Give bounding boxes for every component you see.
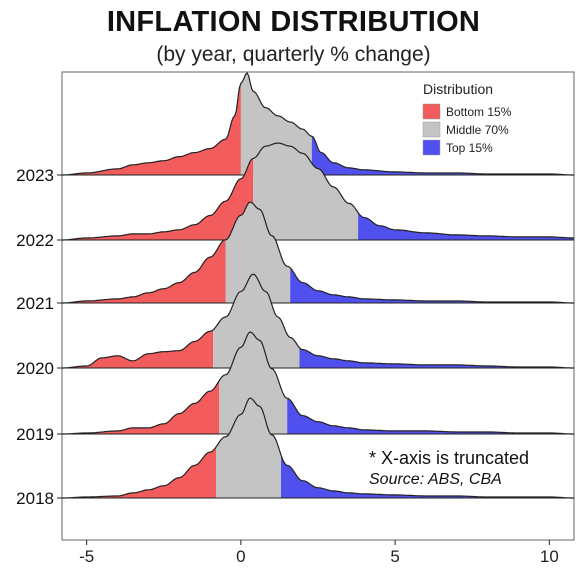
y-tick-label-2018: 2018 xyxy=(16,489,54,508)
ridge-2022-middle-70 xyxy=(253,143,359,240)
legend-label: Bottom 15% xyxy=(446,105,512,119)
ridge-2023-outline xyxy=(62,72,574,176)
legend-swatch xyxy=(422,121,441,138)
source-note: Source: ABS, CBA xyxy=(369,471,502,488)
ridge-2021 xyxy=(62,201,574,304)
ridge-2020-bottom-15 xyxy=(62,329,214,368)
ridge-2021-middle-70 xyxy=(225,202,291,303)
ridge-2022-outline xyxy=(62,142,574,241)
ridge-2018 xyxy=(62,397,574,499)
x-axis: -5 0 5 10 xyxy=(79,540,559,566)
truncation-note: * X-axis is truncated xyxy=(369,448,530,468)
legend-label: Middle 70% xyxy=(446,123,509,137)
ridge-2018-middle-70 xyxy=(216,398,281,498)
x-tick-label: 0 xyxy=(236,547,245,566)
ridge-2019-top-15 xyxy=(287,398,574,434)
ridge-2020-top-15 xyxy=(299,347,574,368)
plot-frame xyxy=(61,71,575,541)
ridge-2023-top-15 xyxy=(311,136,574,175)
y-tick-label-2023: 2023 xyxy=(16,166,54,185)
legend-label: Top 15% xyxy=(446,141,493,155)
ridge-2021-bottom-15 xyxy=(62,239,226,303)
chart-subtitle: (by year, quarterly % change) xyxy=(156,43,431,66)
ridge-2018-outline xyxy=(62,397,574,499)
legend-title: Distribution xyxy=(423,81,493,97)
ridge-2019-outline xyxy=(62,331,574,435)
ridge-2019-bottom-15 xyxy=(62,380,220,434)
ridge-2018-top-15 xyxy=(281,454,574,498)
chart-title: INFLATION DISTRIBUTION xyxy=(106,6,481,38)
y-axis: 2023 2022 2021 2020 2019 2018 xyxy=(16,166,62,508)
ridge-2021-outline xyxy=(62,201,574,304)
ridge-2021-top-15 xyxy=(290,267,574,303)
ridge-2020-middle-70 xyxy=(213,274,300,368)
y-tick-label-2022: 2022 xyxy=(16,231,54,250)
ridge-2019 xyxy=(62,331,574,435)
y-tick-label-2021: 2021 xyxy=(16,294,54,313)
ridges-layer xyxy=(62,72,574,499)
x-tick-label: -5 xyxy=(79,547,94,566)
ridge-2018-bottom-15 xyxy=(62,446,217,498)
ridge-2020-outline xyxy=(62,273,574,369)
ridge-2022-top-15 xyxy=(358,212,574,240)
y-tick-label-2020: 2020 xyxy=(16,359,54,378)
y-tick-label-2019: 2019 xyxy=(16,425,54,444)
x-tick-label: 10 xyxy=(540,547,559,566)
legend: Distribution Bottom 15% Middle 70% Top 15% xyxy=(422,81,512,156)
ridge-2020 xyxy=(62,273,574,369)
legend-swatch xyxy=(422,139,441,156)
ridge-2019-middle-70 xyxy=(219,332,288,434)
ridge-2023-bottom-15 xyxy=(62,83,241,175)
x-tick-label: 5 xyxy=(390,547,399,566)
ridge-2022 xyxy=(62,142,574,241)
legend-swatch xyxy=(422,103,441,120)
ridge-2022-bottom-15 xyxy=(62,158,254,240)
